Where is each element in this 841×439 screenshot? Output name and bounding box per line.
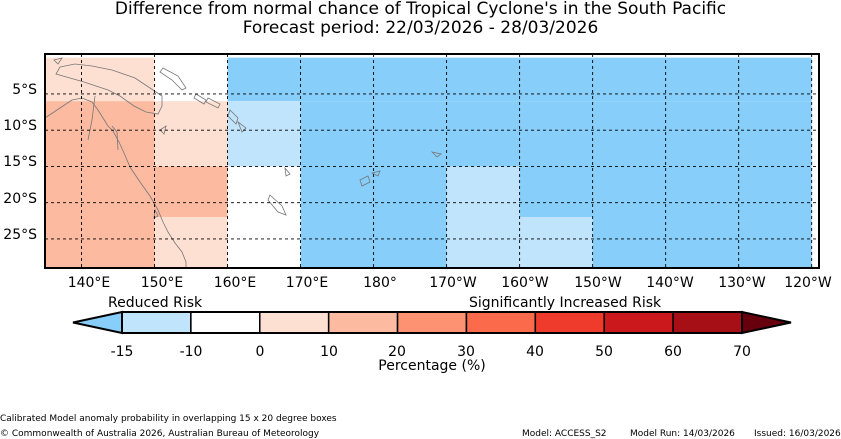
footer-note: Calibrated Model anomaly probability in … bbox=[0, 414, 337, 424]
anomaly-cell bbox=[227, 217, 301, 268]
lat-tick-20s: 20°S bbox=[3, 191, 37, 207]
increased-risk-label: Significantly Increased Risk bbox=[469, 295, 662, 311]
footer-copyright: © Commonwealth of Australia 2026, Austra… bbox=[0, 429, 320, 439]
lon-tick: 150°W bbox=[574, 275, 622, 291]
colorbar-tick: 10 bbox=[320, 344, 338, 360]
colorbar-segment bbox=[121, 311, 192, 334]
lon-tick: 160°W bbox=[501, 275, 549, 291]
colorbar-low-arrow bbox=[72, 310, 123, 335]
lon-tick: 150°E bbox=[140, 275, 184, 291]
colorbar-tick: 50 bbox=[595, 344, 613, 360]
lon-tick: 140°W bbox=[646, 275, 694, 291]
lat-tick-5s: 5°S bbox=[12, 82, 37, 98]
anomaly-cell bbox=[154, 101, 228, 167]
anomaly-cell bbox=[300, 101, 812, 167]
colorbar-segment bbox=[672, 311, 743, 334]
reduced-risk-label: Reduced Risk bbox=[108, 295, 203, 311]
lat-tick-15s: 15°S bbox=[3, 154, 37, 170]
lat-tick-25s: 25°S bbox=[3, 227, 37, 243]
colorbar-tick: 0 bbox=[255, 344, 265, 360]
colorbar-segment bbox=[465, 311, 537, 334]
anomaly-cell bbox=[154, 57, 228, 102]
lon-tick: 180° bbox=[363, 275, 397, 291]
anomaly-cell bbox=[154, 166, 228, 218]
anomaly-cell bbox=[154, 217, 228, 268]
forecast-period: Forecast period: 22/03/2026 - 28/03/2026 bbox=[242, 18, 599, 38]
anomaly-cell bbox=[446, 166, 520, 268]
graticule bbox=[45, 54, 819, 268]
map-frame bbox=[44, 53, 820, 269]
lon-tick: 170°W bbox=[429, 275, 477, 291]
colorbar-segment bbox=[534, 311, 605, 334]
colorbar-tick: 60 bbox=[664, 344, 682, 360]
lon-tick: 130°W bbox=[718, 275, 766, 291]
anomaly-cell bbox=[45, 57, 155, 102]
lon-tick: 160°E bbox=[213, 275, 257, 291]
colorbar-segments bbox=[121, 311, 743, 334]
anomaly-cell bbox=[519, 217, 593, 268]
colorbar-segment bbox=[396, 311, 468, 334]
colorbar-segment bbox=[603, 311, 674, 334]
colorbar-tick: -15 bbox=[110, 344, 134, 360]
colorbar-tick: 30 bbox=[457, 344, 475, 360]
colorbar-xlabel: Percentage (%) bbox=[378, 358, 486, 374]
anomaly-cell bbox=[519, 166, 593, 218]
footer-model: Model: ACCESS_S2 bbox=[522, 429, 607, 439]
colorbar-high-arrow bbox=[741, 310, 792, 335]
colorbar-segment bbox=[327, 311, 399, 334]
colorbar-tick: 40 bbox=[526, 344, 544, 360]
colorbar-segment bbox=[190, 311, 261, 334]
footer-issued: Issued: 16/03/2026 bbox=[754, 429, 841, 439]
colorbar-tick: 20 bbox=[388, 344, 406, 360]
anomaly-cell bbox=[45, 101, 155, 268]
map-figure bbox=[44, 53, 820, 269]
colorbar bbox=[72, 310, 792, 335]
footer-model-run: Model Run: 14/03/2026 bbox=[630, 429, 735, 439]
lat-tick-10s: 10°S bbox=[3, 118, 37, 134]
colorbar-tick: 70 bbox=[733, 344, 751, 360]
colorbar-tick: -10 bbox=[179, 344, 203, 360]
lon-tick: 140°E bbox=[67, 275, 111, 291]
anomaly-cell bbox=[592, 166, 812, 268]
colorbar-segment bbox=[259, 311, 330, 334]
map-title: Difference from normal chance of Tropica… bbox=[114, 0, 727, 19]
lon-tick: 170°E bbox=[285, 275, 329, 291]
lon-tick: 120°W bbox=[784, 275, 832, 291]
anomaly-cell bbox=[227, 101, 301, 167]
anomaly-cells bbox=[45, 57, 812, 268]
